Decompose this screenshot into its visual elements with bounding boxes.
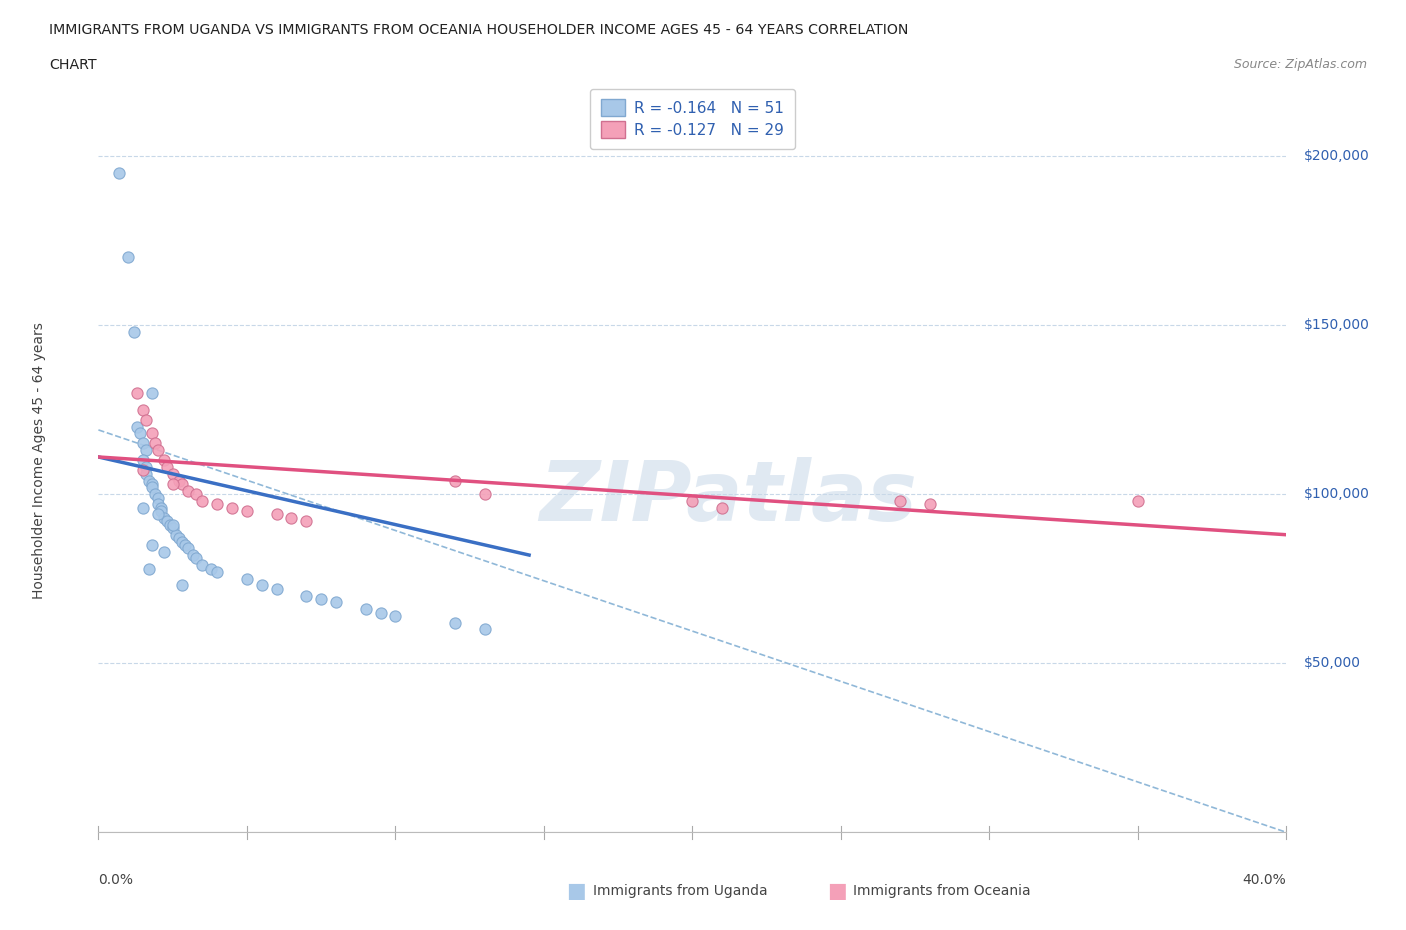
Text: Source: ZipAtlas.com: Source: ZipAtlas.com (1233, 58, 1367, 71)
Text: $150,000: $150,000 (1305, 318, 1371, 332)
Legend: R = -0.164   N = 51, R = -0.127   N = 29: R = -0.164 N = 51, R = -0.127 N = 29 (591, 88, 794, 149)
Point (681, 494, 703, 509)
Point (173, 538, 195, 552)
Point (205, 565, 228, 579)
Point (889, 494, 911, 509)
Point (236, 571, 259, 586)
Point (443, 473, 465, 488)
Text: ■: ■ (567, 881, 586, 901)
Text: 40.0%: 40.0% (1243, 873, 1286, 887)
Point (146, 497, 169, 512)
Point (132, 453, 155, 468)
Point (266, 507, 288, 522)
Point (117, 250, 139, 265)
Point (295, 513, 318, 528)
Point (146, 507, 169, 522)
Point (132, 436, 155, 451)
Point (170, 476, 193, 491)
Point (309, 591, 332, 606)
Point (143, 436, 166, 451)
Point (125, 419, 148, 434)
Point (474, 622, 496, 637)
Point (186, 551, 208, 565)
Point (191, 558, 214, 573)
Point (135, 467, 157, 482)
Point (176, 541, 198, 556)
Point (205, 497, 228, 512)
Point (221, 500, 243, 515)
Point (138, 473, 160, 488)
Point (141, 385, 163, 400)
Point (143, 486, 166, 501)
Point (152, 511, 174, 525)
Point (141, 426, 163, 441)
Point (1126, 494, 1149, 509)
Point (191, 494, 214, 509)
Text: Immigrants from Uganda: Immigrants from Uganda (593, 884, 768, 898)
Text: CHART: CHART (49, 58, 97, 72)
Point (146, 443, 169, 458)
Point (159, 517, 181, 532)
Text: Immigrants from Oceania: Immigrants from Oceania (853, 884, 1031, 898)
Point (186, 486, 208, 501)
Point (141, 538, 163, 552)
Point (162, 517, 184, 532)
Point (280, 511, 302, 525)
Text: Householder Income Ages 45 - 64 years: Householder Income Ages 45 - 64 years (32, 322, 46, 599)
Point (167, 531, 190, 546)
Point (141, 480, 163, 495)
Point (370, 605, 392, 620)
Point (135, 412, 157, 427)
Text: $200,000: $200,000 (1305, 149, 1369, 163)
Point (200, 561, 222, 576)
Point (170, 578, 193, 593)
Point (474, 486, 496, 501)
Point (129, 426, 152, 441)
Text: ■: ■ (827, 881, 846, 901)
Text: IMMIGRANTS FROM UGANDA VS IMMIGRANTS FROM OCEANIA HOUSEHOLDER INCOME AGES 45 - 6: IMMIGRANTS FROM UGANDA VS IMMIGRANTS FRO… (49, 23, 908, 37)
Point (135, 443, 157, 458)
Point (141, 476, 163, 491)
Point (250, 578, 273, 593)
Point (266, 581, 288, 596)
Point (354, 602, 377, 617)
Point (443, 616, 465, 631)
Point (176, 484, 198, 498)
Point (122, 325, 145, 339)
Point (132, 500, 155, 515)
Point (167, 473, 190, 488)
Point (162, 521, 184, 536)
Text: ZIPatlas: ZIPatlas (538, 457, 917, 538)
Point (138, 561, 160, 576)
Text: 0.0%: 0.0% (98, 873, 134, 887)
Point (156, 513, 179, 528)
Point (162, 476, 184, 491)
Point (152, 544, 174, 559)
Point (149, 504, 172, 519)
Point (156, 459, 179, 474)
Point (135, 459, 157, 474)
Text: $50,000: $50,000 (1305, 657, 1361, 671)
Point (125, 385, 148, 400)
Point (325, 595, 347, 610)
Point (165, 527, 187, 542)
Point (132, 463, 155, 478)
Point (152, 453, 174, 468)
Point (711, 500, 734, 515)
Point (108, 166, 131, 180)
Point (170, 534, 193, 549)
Point (146, 490, 169, 505)
Point (149, 500, 172, 515)
Point (384, 608, 406, 623)
Point (183, 548, 205, 563)
Point (295, 588, 318, 603)
Text: $100,000: $100,000 (1305, 487, 1371, 501)
Point (920, 497, 942, 512)
Point (236, 504, 259, 519)
Point (132, 402, 155, 417)
Point (162, 467, 184, 482)
